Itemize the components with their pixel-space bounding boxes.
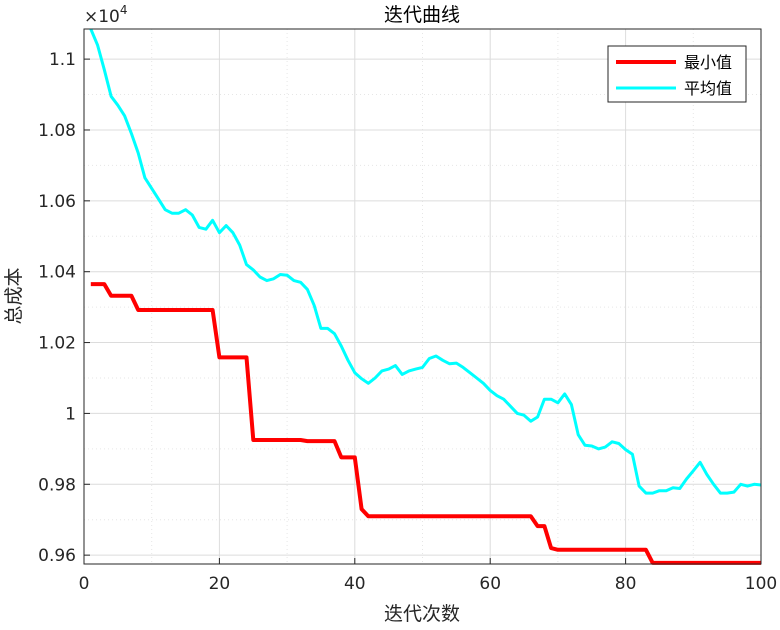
y-exponent-base: ×10	[84, 7, 120, 27]
y-tick-label: 1.04	[38, 263, 76, 283]
y-tick-label: 0.96	[38, 546, 76, 566]
x-tick-label: 80	[615, 574, 637, 594]
y-ticks: 0.96 0.98 1 1.02 1.04 1.06 1.08 1.1	[38, 50, 90, 566]
y-tick-label: 1.08	[38, 121, 76, 141]
plot-background	[84, 29, 761, 564]
plot-frame	[83, 28, 762, 565]
legend: 最小值 平均值	[607, 45, 747, 103]
y-tick-label: 1	[65, 404, 76, 424]
series-line-min	[90, 282, 761, 565]
y-tick-label: 0.98	[38, 475, 76, 495]
y-tick-label: 1.1	[49, 50, 76, 70]
x-tick-label: 60	[479, 574, 501, 594]
series-line-avg	[89, 28, 762, 495]
chart-title: 迭代曲线	[384, 4, 460, 26]
series-layer	[89, 28, 762, 565]
legend-label-min: 最小值	[684, 53, 732, 72]
x-tick-label: 40	[344, 574, 366, 594]
x-ticks: 0 20 40 60 80 100	[79, 558, 777, 594]
y-exponent-power: 4	[120, 3, 128, 17]
x-tick-label: 20	[209, 574, 231, 594]
legend-label-avg: 平均值	[684, 79, 732, 98]
x-tick-label: 0	[79, 574, 90, 594]
y-tick-label: 1.02	[38, 334, 76, 354]
y-exponent-label: ×104	[84, 3, 128, 27]
legend-box	[607, 45, 747, 103]
y-axis-label: 总成本	[3, 267, 25, 324]
y-tick-label: 1.06	[38, 192, 76, 212]
x-tick-label: 100	[745, 574, 777, 594]
x-axis-label: 迭代次数	[384, 603, 460, 625]
